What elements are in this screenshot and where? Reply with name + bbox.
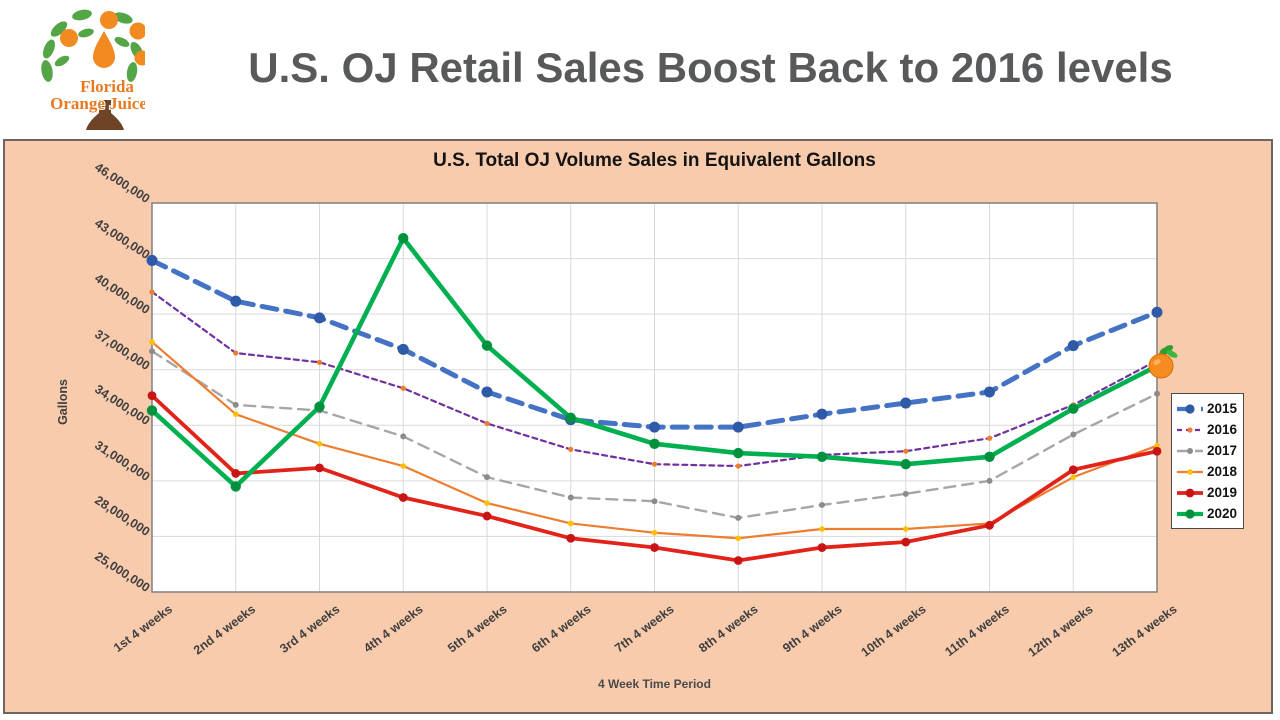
legend-marker-2016 [1177,426,1203,433]
page-title: U.S. OJ Retail Sales Boost Back to 2016 … [248,44,1173,91]
florida-orange-juice-logo: Florida Orange Juice™ [41,9,145,130]
y-axis-title: Gallons [56,379,70,425]
chart-title: U.S. Total OJ Volume Sales in Equivalent… [433,150,876,171]
legend-item-2019: 2019 [1176,482,1237,503]
legend: 2015 2016 2017 2018 2019 2020 [1171,393,1245,529]
logo-text-line1: Florida [80,77,134,96]
x-axis-title: 4 Week Time Period [598,677,711,691]
legend-label: 2018 [1207,464,1238,479]
logo-droplet [92,31,115,69]
legend-marker-2018 [1177,468,1203,475]
legend-label: 2019 [1207,485,1238,500]
legend-item-2018: 2018 [1176,461,1237,482]
logo-trunk [86,100,124,130]
legend-item-2017: 2017 [1176,440,1237,461]
logo-leaves [41,9,144,82]
legend-item-2016: 2016 [1176,419,1237,440]
legend-label: 2016 [1207,422,1238,437]
legend-item-2015: 2015 [1176,398,1237,419]
legend-marker-2017 [1177,447,1203,454]
legend-item-2020: 2020 [1176,503,1237,524]
legend-marker-2019 [1177,488,1203,497]
legend-marker-2020 [1177,508,1203,519]
legend-label: 2017 [1207,443,1238,458]
logo-text-line2: Orange Juice™ [50,94,145,113]
legend-label: 2020 [1207,506,1238,521]
legend-label: 2015 [1207,401,1238,416]
logo-oranges [60,11,145,66]
legend-marker-2015 [1177,403,1203,414]
